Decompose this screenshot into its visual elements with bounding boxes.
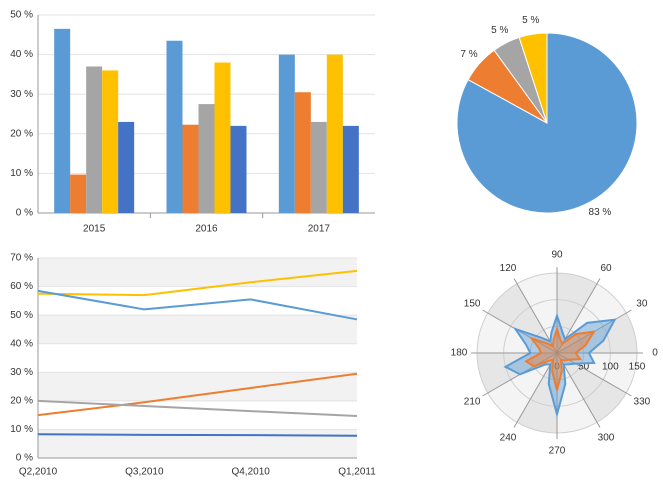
bar	[54, 28, 71, 213]
bar	[310, 121, 327, 213]
y-tick-label: 60 %	[10, 281, 33, 292]
polar-sector	[517, 273, 557, 353]
grid-band	[38, 315, 357, 344]
x-tick-label: Q4,2010	[231, 467, 270, 478]
polar-sector	[487, 353, 557, 423]
bar	[278, 54, 295, 213]
angle-tick-label: 150	[464, 299, 481, 310]
data-label: 7 %	[460, 49, 477, 60]
y-tick-label: 20 %	[10, 128, 33, 139]
line	[37, 269, 358, 297]
y-tick-label: 40 %	[10, 338, 33, 349]
data-label: 5 %	[491, 25, 508, 36]
polar-sector	[557, 353, 597, 433]
polar-sector	[557, 313, 637, 353]
x-tick-label: Q2,2010	[19, 467, 58, 478]
angle-tick-label: 90	[551, 250, 563, 261]
bar	[102, 70, 119, 213]
angle-tick-label: 120	[500, 263, 517, 274]
line	[37, 433, 358, 437]
angle-tick-label: 330	[634, 397, 651, 408]
line	[37, 399, 358, 417]
spoke	[556, 278, 601, 354]
angle-tick-label: 30	[636, 299, 648, 310]
r-tick-label: 150	[629, 362, 646, 373]
angle-tick-label: 300	[598, 433, 615, 444]
bar	[294, 92, 311, 213]
r-tick-label: 100	[602, 362, 619, 373]
data-label: 5 %	[522, 15, 539, 26]
grid-band	[38, 372, 357, 401]
y-tick-label: 10 %	[10, 168, 33, 179]
bar	[118, 121, 135, 213]
bar	[70, 174, 87, 213]
polar-sector	[557, 353, 627, 423]
angle-tick-label: 210	[464, 397, 481, 408]
x-tick-label: 2017	[308, 224, 331, 235]
angle-tick-label: 240	[500, 433, 517, 444]
bar	[198, 104, 215, 213]
data-label: 83 %	[589, 207, 612, 218]
pie-slice	[518, 32, 548, 124]
polar-sector	[517, 353, 557, 433]
x-tick-label: 2016	[195, 224, 218, 235]
bar	[166, 40, 183, 213]
bar	[86, 66, 103, 213]
bar	[342, 125, 359, 213]
y-tick-label: 30 %	[10, 89, 33, 100]
y-tick-label: 70 %	[10, 253, 33, 264]
bar	[230, 125, 247, 213]
y-tick-label: 50 %	[10, 310, 33, 321]
angle-tick-label: 180	[451, 348, 468, 359]
y-tick-label: 50 %	[10, 10, 33, 21]
polar-sector	[487, 283, 557, 353]
y-tick-label: 40 %	[10, 49, 33, 60]
line	[37, 372, 358, 417]
bar	[182, 124, 199, 213]
y-tick-label: 10 %	[10, 424, 33, 435]
y-tick-label: 20 %	[10, 395, 33, 406]
angle-tick-label: 60	[600, 263, 612, 274]
line	[37, 289, 358, 321]
r-tick-label: 50	[578, 362, 590, 373]
polar-area	[524, 325, 596, 391]
x-tick-label: 2015	[83, 224, 106, 235]
y-tick-label: 0 %	[16, 453, 33, 464]
bar	[326, 54, 343, 213]
angle-tick-label: 270	[549, 446, 566, 457]
y-tick-label: 30 %	[10, 367, 33, 378]
bar	[214, 62, 231, 213]
polar-sector	[557, 273, 597, 353]
x-tick-label: Q1,2011	[338, 467, 376, 478]
y-tick-label: 0 %	[16, 208, 33, 219]
angle-tick-label: 0	[652, 348, 658, 359]
x-tick-label: Q3,2010	[125, 467, 164, 478]
grid-band	[38, 258, 357, 287]
